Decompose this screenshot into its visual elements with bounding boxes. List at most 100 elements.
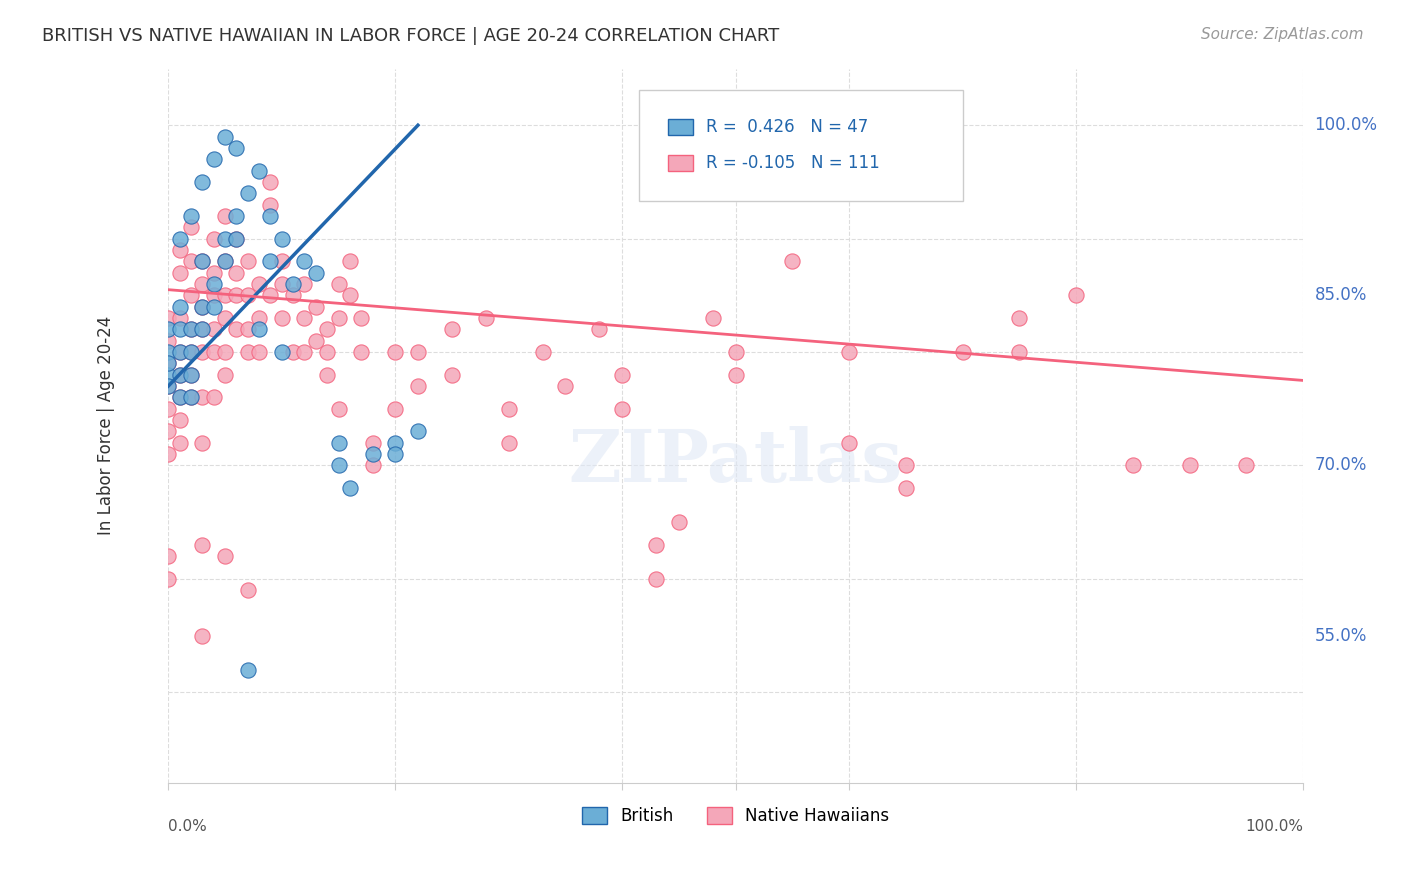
Point [384, 401, 406, 416]
Point [180, 368, 202, 382]
Point [169, 391, 191, 405]
Point [270, 345, 292, 359]
Text: 100.0%: 100.0% [1246, 819, 1303, 834]
Point [440, 368, 463, 382]
Point [157, 356, 180, 370]
Point [236, 322, 259, 336]
Point [225, 209, 247, 223]
Point [191, 391, 214, 405]
Text: ZIPatlas: ZIPatlas [568, 426, 903, 497]
Point [169, 311, 191, 326]
Point [191, 322, 214, 336]
Point [236, 345, 259, 359]
Point [328, 458, 350, 473]
Point [952, 345, 974, 359]
Point [157, 345, 180, 359]
Point [247, 277, 270, 291]
Point [1122, 458, 1144, 473]
Point [724, 345, 747, 359]
Point [191, 300, 214, 314]
Point [169, 391, 191, 405]
Point [191, 538, 214, 552]
Point [440, 322, 463, 336]
Point [157, 311, 180, 326]
Text: R =  0.426   N = 47: R = 0.426 N = 47 [706, 118, 869, 136]
Point [294, 277, 316, 291]
Point [361, 435, 384, 450]
Point [191, 277, 214, 291]
Point [339, 481, 361, 495]
Point [191, 322, 214, 336]
Point [214, 549, 236, 564]
Point [247, 163, 270, 178]
Point [554, 379, 576, 393]
Point [180, 345, 202, 359]
Point [645, 572, 668, 586]
Point [169, 368, 191, 382]
Point [281, 277, 304, 291]
Point [1064, 288, 1087, 302]
Point [202, 300, 225, 314]
Point [180, 322, 202, 336]
Point [180, 322, 202, 336]
Point [782, 254, 804, 268]
Point [202, 277, 225, 291]
Legend: British, Native Hawaiians: British, Native Hawaiians [575, 800, 896, 832]
Point [838, 435, 860, 450]
Text: BRITISH VS NATIVE HAWAIIAN IN LABOR FORCE | AGE 20-24 CORRELATION CHART: BRITISH VS NATIVE HAWAIIAN IN LABOR FORC… [42, 27, 779, 45]
Point [612, 401, 634, 416]
Point [157, 334, 180, 348]
Point [225, 232, 247, 246]
Point [191, 629, 214, 643]
Point [350, 311, 373, 326]
Point [531, 345, 554, 359]
Point [202, 322, 225, 336]
Point [157, 549, 180, 564]
Point [270, 254, 292, 268]
Point [259, 254, 281, 268]
Point [180, 220, 202, 235]
Point [225, 322, 247, 336]
Point [894, 458, 917, 473]
Point [294, 311, 316, 326]
Point [1234, 458, 1257, 473]
Point [191, 175, 214, 189]
Point [236, 186, 259, 201]
Point [498, 401, 520, 416]
Point [180, 288, 202, 302]
Point [281, 345, 304, 359]
Point [157, 322, 180, 336]
Point [361, 447, 384, 461]
Point [305, 266, 328, 280]
Point [214, 368, 236, 382]
Point [202, 345, 225, 359]
Point [202, 391, 225, 405]
FancyBboxPatch shape [668, 120, 693, 135]
Point [328, 401, 350, 416]
Point [339, 254, 361, 268]
Point [612, 368, 634, 382]
Point [225, 141, 247, 155]
Point [236, 288, 259, 302]
Point [236, 583, 259, 598]
Point [214, 288, 236, 302]
Point [169, 232, 191, 246]
Text: 0.0%: 0.0% [169, 819, 207, 834]
Text: 100.0%: 100.0% [1315, 116, 1378, 134]
Point [191, 300, 214, 314]
Point [498, 435, 520, 450]
Point [236, 254, 259, 268]
Text: 85.0%: 85.0% [1315, 286, 1367, 304]
FancyBboxPatch shape [668, 155, 693, 170]
Point [361, 458, 384, 473]
Point [225, 232, 247, 246]
Point [225, 266, 247, 280]
Text: 55.0%: 55.0% [1315, 626, 1367, 645]
Point [1008, 345, 1031, 359]
Point [169, 435, 191, 450]
Point [157, 425, 180, 439]
Point [702, 311, 724, 326]
Point [225, 288, 247, 302]
Point [214, 254, 236, 268]
Point [180, 254, 202, 268]
